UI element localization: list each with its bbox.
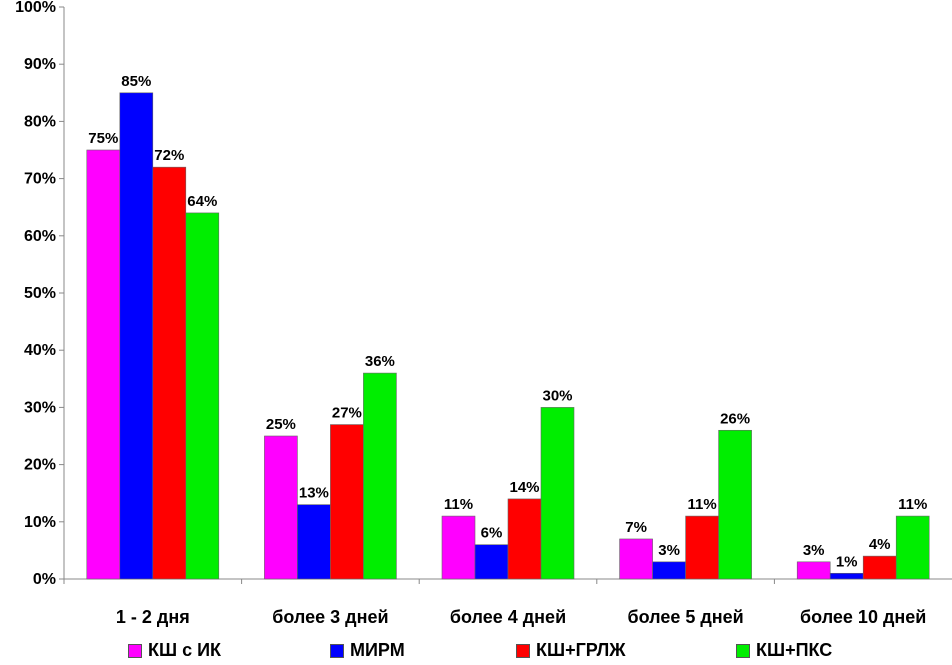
data-label: 13% (299, 485, 329, 502)
bar (264, 435, 298, 580)
data-label: 75% (88, 130, 118, 147)
bar (363, 372, 397, 580)
legend-item-ksh-ik: КШ с ИК (128, 640, 221, 661)
bar (652, 561, 686, 580)
bar (330, 424, 364, 580)
data-label: 72% (154, 147, 184, 164)
legend-label-ksh-pks: КШ+ПКС (756, 640, 833, 660)
data-label: 11% (687, 496, 716, 513)
bar (474, 544, 509, 580)
data-label: 11% (898, 496, 927, 513)
data-label: 30% (542, 387, 572, 404)
legend-swatch-ksh-grlzh (516, 643, 530, 658)
y-tick-label: 40% (24, 342, 56, 359)
x-category-label: более 4 дней (450, 607, 566, 627)
bar (152, 166, 187, 580)
data-label: 3% (803, 542, 825, 559)
data-label: 6% (481, 525, 503, 542)
bar (862, 555, 897, 580)
y-tick-label: 50% (24, 285, 56, 302)
data-label: 26% (720, 410, 750, 427)
y-tick-label: 20% (24, 457, 56, 474)
x-category-label: более 10 дней (800, 607, 926, 627)
bar (540, 407, 575, 580)
bar (441, 515, 476, 580)
legend-label-ksh-grlzh: КШ+ГРЛЖ (536, 640, 626, 660)
data-label: 3% (658, 542, 680, 559)
legend-item-mirm: МИРМ (330, 640, 405, 661)
y-tick-label: 0% (33, 571, 56, 588)
data-label: 25% (266, 416, 296, 433)
x-category-label: 1 - 2 дня (116, 607, 190, 627)
bar (86, 149, 121, 580)
bar (619, 538, 653, 580)
data-label: 14% (509, 479, 539, 496)
data-label: 27% (332, 405, 362, 422)
bar (507, 498, 542, 580)
data-label: 85% (121, 73, 151, 90)
legend-label-mirm: МИРМ (350, 640, 405, 660)
legend-swatch-ksh-pks (736, 643, 750, 658)
legend: КШ с ИК МИРМ КШ+ГРЛЖ КШ+ПКС (0, 640, 952, 664)
data-label: 64% (187, 193, 217, 210)
data-label: 1% (836, 553, 858, 570)
y-tick-label: 60% (24, 228, 56, 245)
x-category-label: более 3 дней (272, 607, 388, 627)
y-tick-label: 90% (24, 56, 56, 73)
y-tick-label: 80% (24, 113, 56, 130)
bar (796, 561, 831, 580)
data-label: 4% (869, 536, 891, 553)
x-category-label: более 5 дней (627, 607, 743, 627)
legend-swatch-mirm (330, 643, 344, 658)
bar (685, 515, 719, 580)
legend-label-ksh-ik: КШ с ИК (148, 640, 222, 660)
y-tick-label: 10% (24, 514, 56, 531)
bar (895, 515, 930, 580)
bar (829, 572, 864, 580)
bar (185, 212, 220, 580)
legend-item-ksh-grlzh: КШ+ГРЛЖ (516, 640, 626, 661)
data-label: 7% (625, 519, 647, 536)
data-label: 11% (444, 496, 473, 513)
bar-chart: 0% 10% 20% 30% 40% 50% 60% 70% 80% 90% 100% 1 - 2 д… (15, 0, 952, 627)
data-label: 36% (365, 353, 395, 370)
bar (119, 92, 154, 580)
legend-swatch-ksh-ik (128, 643, 142, 658)
bar (718, 429, 752, 580)
legend-item-ksh-pks: КШ+ПКС (736, 640, 832, 661)
y-tick-label: 70% (24, 171, 56, 188)
bar (297, 504, 331, 580)
y-tick-label: 30% (24, 399, 56, 416)
y-tick-label: 100% (15, 0, 56, 16)
